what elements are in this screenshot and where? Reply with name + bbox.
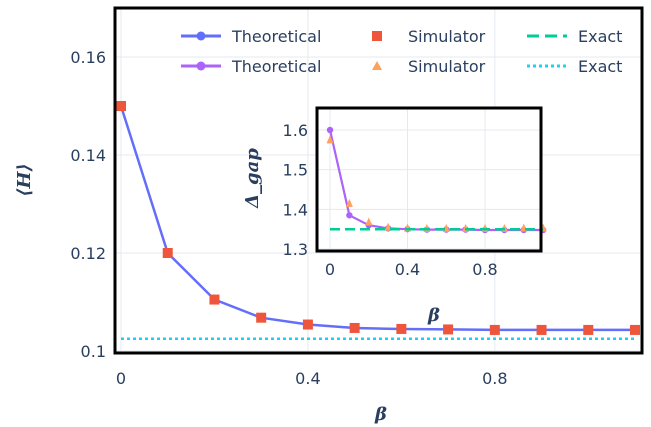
legend-label: Exact <box>578 57 622 76</box>
legend-label: Simulator <box>408 27 486 46</box>
legend-label: Theoretical <box>231 57 321 76</box>
legend-swatch-marker <box>372 31 382 41</box>
main-x-axis-title: β <box>374 404 387 425</box>
main-point-simulator <box>302 319 313 330</box>
main-point-simulator <box>583 324 594 335</box>
inset-y-tick-label: 1.4 <box>283 200 308 219</box>
main-plot-traces <box>116 101 640 341</box>
inset-y-tick-label: 1.5 <box>283 161 308 180</box>
inset-plot-frame <box>315 106 543 253</box>
main-point-simulator <box>630 324 640 335</box>
inset-y-tick-label: 1.6 <box>283 121 308 140</box>
main-point-simulator <box>209 294 220 305</box>
main-x-tick-label: 0.4 <box>295 369 320 388</box>
main-x-tick-label: 0.8 <box>482 369 507 388</box>
inset-point-theoretical <box>346 212 353 219</box>
legend-swatch-marker <box>372 61 382 70</box>
inset-point-simulator <box>384 222 392 231</box>
inset-point-simulator <box>326 135 334 144</box>
inset-x-tick-label: 0.8 <box>472 260 497 279</box>
main-line-theoretical <box>119 105 635 332</box>
inset-x-tick-label: 0.4 <box>395 260 420 279</box>
main-point-simulator <box>443 324 454 335</box>
inset-x-axis-title: β <box>427 305 440 326</box>
legend-swatch-marker <box>196 31 206 41</box>
main-point-simulator <box>396 323 407 334</box>
main-point-simulator <box>489 324 500 335</box>
main-plot-frame <box>113 6 644 355</box>
inset-point-simulator <box>365 217 373 226</box>
legend-label: Exact <box>578 27 622 46</box>
inset-y-tick-label: 1.3 <box>283 240 308 259</box>
inset-plot-traces <box>326 126 547 234</box>
main-point-simulator <box>162 248 173 258</box>
legend: Theoretical Simulator Exact Theoretical Simu… <box>181 27 622 76</box>
main-plot-tick-labels: 0 0.4 0.8 0.1 0.12 0.14 0.16 <box>70 48 507 388</box>
main-x-tick-label: 0 <box>116 369 126 388</box>
inset-point-simulator <box>345 198 353 207</box>
main-y-tick-label: 0.12 <box>70 244 106 263</box>
legend-label: Theoretical <box>231 27 321 46</box>
main-point-simulator <box>256 312 267 323</box>
legend-label: Simulator <box>408 57 486 76</box>
main-point-simulator <box>349 322 360 333</box>
inset-y-axis-title: Δ_gap <box>242 148 263 209</box>
inset-plot-tick-labels: 0 0.4 0.8 1.3 1.4 1.5 1.6 <box>283 121 498 279</box>
main-y-tick-label: 0.1 <box>81 342 106 361</box>
inset-y-axis-title-text: Δ_gap <box>242 148 263 209</box>
main-y-tick-label: 0.16 <box>70 48 106 67</box>
inset-x-tick-label: 0 <box>325 260 335 279</box>
legend-swatch-marker <box>196 61 206 71</box>
main-y-tick-label: 0.14 <box>70 146 106 165</box>
main-y-axis-title: ⟨H⟩ <box>14 163 35 196</box>
inset-point-theoretical <box>326 126 334 134</box>
main-point-simulator <box>116 101 126 111</box>
main-point-simulator <box>536 324 547 335</box>
